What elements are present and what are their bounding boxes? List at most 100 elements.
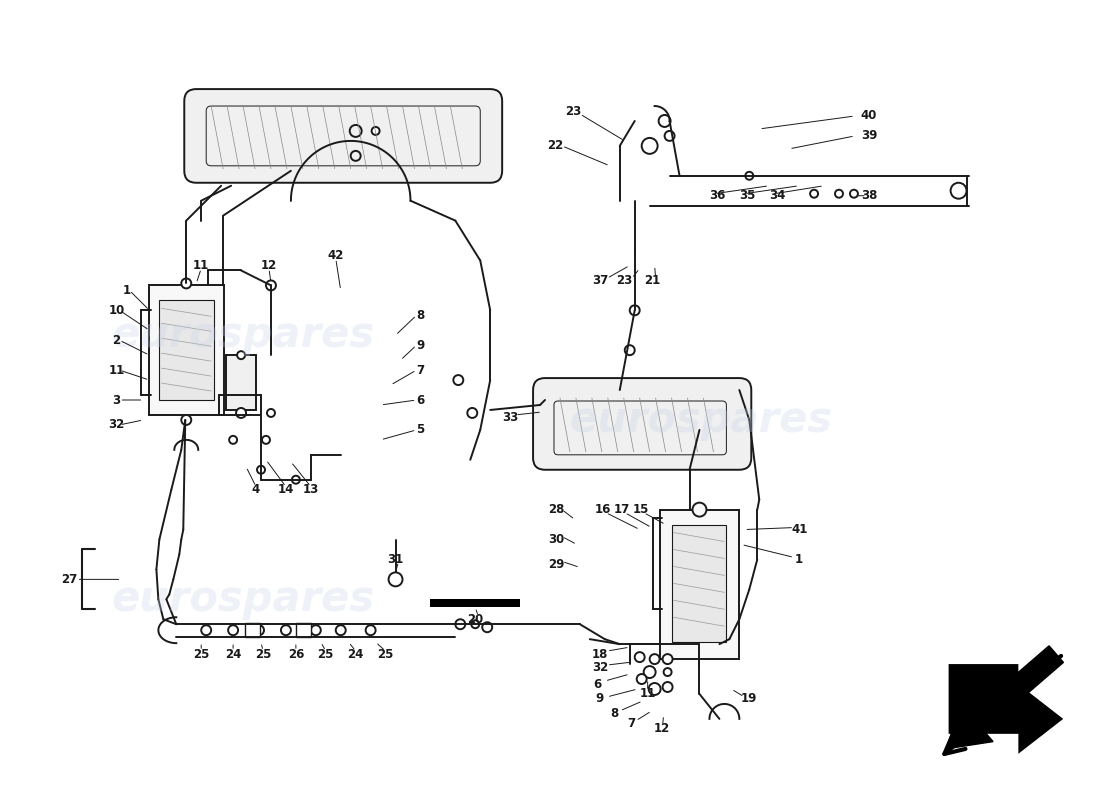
Text: 25: 25 xyxy=(318,648,334,661)
Text: 16: 16 xyxy=(595,503,610,516)
FancyBboxPatch shape xyxy=(185,89,503,182)
Circle shape xyxy=(236,408,246,418)
Text: 15: 15 xyxy=(632,503,649,516)
Text: 11: 11 xyxy=(639,687,656,701)
Circle shape xyxy=(471,620,480,628)
Text: 17: 17 xyxy=(614,503,630,516)
Circle shape xyxy=(292,476,300,484)
Polygon shape xyxy=(948,664,1064,754)
Text: 36: 36 xyxy=(710,190,726,202)
Circle shape xyxy=(311,626,321,635)
Text: 20: 20 xyxy=(468,613,483,626)
Circle shape xyxy=(238,351,245,359)
Circle shape xyxy=(637,674,647,684)
Text: 34: 34 xyxy=(769,190,785,202)
Circle shape xyxy=(280,626,290,635)
Bar xyxy=(245,623,260,637)
Circle shape xyxy=(182,415,191,425)
Text: 26: 26 xyxy=(288,648,304,661)
Text: 12: 12 xyxy=(653,722,670,735)
Text: 24: 24 xyxy=(224,648,241,661)
Text: 42: 42 xyxy=(328,249,344,262)
Text: 23: 23 xyxy=(617,274,632,287)
Circle shape xyxy=(835,190,843,198)
Circle shape xyxy=(662,654,672,664)
Text: 38: 38 xyxy=(860,190,877,202)
Text: 9: 9 xyxy=(596,693,604,706)
Text: 27: 27 xyxy=(62,573,78,586)
Text: 8: 8 xyxy=(610,707,619,721)
Text: 12: 12 xyxy=(261,259,277,272)
Bar xyxy=(150,286,224,415)
Circle shape xyxy=(641,138,658,154)
Circle shape xyxy=(455,619,465,630)
Text: 3: 3 xyxy=(112,394,121,406)
Bar xyxy=(430,599,520,607)
Text: 6: 6 xyxy=(416,394,425,406)
Text: 29: 29 xyxy=(548,558,564,571)
Circle shape xyxy=(810,190,818,198)
Circle shape xyxy=(746,172,754,180)
Text: 1: 1 xyxy=(795,553,803,566)
Text: 5: 5 xyxy=(416,423,425,436)
Circle shape xyxy=(267,409,275,417)
Bar xyxy=(296,623,311,637)
Text: 25: 25 xyxy=(192,648,209,661)
Text: 41: 41 xyxy=(791,523,807,536)
Circle shape xyxy=(182,278,191,288)
Circle shape xyxy=(629,306,640,315)
FancyBboxPatch shape xyxy=(534,378,751,470)
Circle shape xyxy=(468,408,477,418)
Text: 22: 22 xyxy=(547,139,563,152)
Text: 19: 19 xyxy=(741,693,758,706)
Text: 21: 21 xyxy=(645,274,661,287)
Circle shape xyxy=(664,131,674,141)
Circle shape xyxy=(453,375,463,385)
Bar xyxy=(160,300,215,400)
Text: 32: 32 xyxy=(109,418,124,431)
Circle shape xyxy=(228,626,238,635)
Text: 25: 25 xyxy=(377,648,394,661)
Text: 33: 33 xyxy=(502,411,518,425)
Circle shape xyxy=(266,281,276,290)
Circle shape xyxy=(350,125,362,137)
Circle shape xyxy=(262,436,270,444)
Text: 37: 37 xyxy=(592,274,608,287)
Text: 1: 1 xyxy=(122,284,131,297)
Circle shape xyxy=(850,190,858,198)
Bar xyxy=(672,525,726,642)
Circle shape xyxy=(650,654,660,664)
Text: 6: 6 xyxy=(594,678,602,690)
Circle shape xyxy=(950,182,967,198)
Text: eurospares: eurospares xyxy=(570,399,833,441)
Circle shape xyxy=(372,127,379,135)
Text: 31: 31 xyxy=(387,553,404,566)
Circle shape xyxy=(336,626,345,635)
Text: 8: 8 xyxy=(416,309,425,322)
Text: 40: 40 xyxy=(860,110,877,122)
Bar xyxy=(660,510,739,659)
Text: eurospares: eurospares xyxy=(111,314,375,356)
Circle shape xyxy=(659,115,671,127)
Text: 14: 14 xyxy=(277,483,294,496)
Text: 30: 30 xyxy=(548,533,564,546)
Circle shape xyxy=(229,436,238,444)
Circle shape xyxy=(254,626,264,635)
Text: 24: 24 xyxy=(348,648,364,661)
Text: 4: 4 xyxy=(252,483,260,496)
Text: 2: 2 xyxy=(112,334,121,346)
Text: 39: 39 xyxy=(860,130,877,142)
Text: 32: 32 xyxy=(592,661,608,674)
Text: eurospares: eurospares xyxy=(111,578,375,620)
Text: 7: 7 xyxy=(417,364,425,377)
Circle shape xyxy=(201,626,211,635)
Circle shape xyxy=(693,502,706,517)
Text: 11: 11 xyxy=(109,364,124,377)
Circle shape xyxy=(388,572,403,586)
Text: 13: 13 xyxy=(302,483,319,496)
Text: 9: 9 xyxy=(416,338,425,352)
Text: 25: 25 xyxy=(255,648,272,661)
Circle shape xyxy=(663,668,672,676)
Circle shape xyxy=(644,666,656,678)
Circle shape xyxy=(365,626,375,635)
